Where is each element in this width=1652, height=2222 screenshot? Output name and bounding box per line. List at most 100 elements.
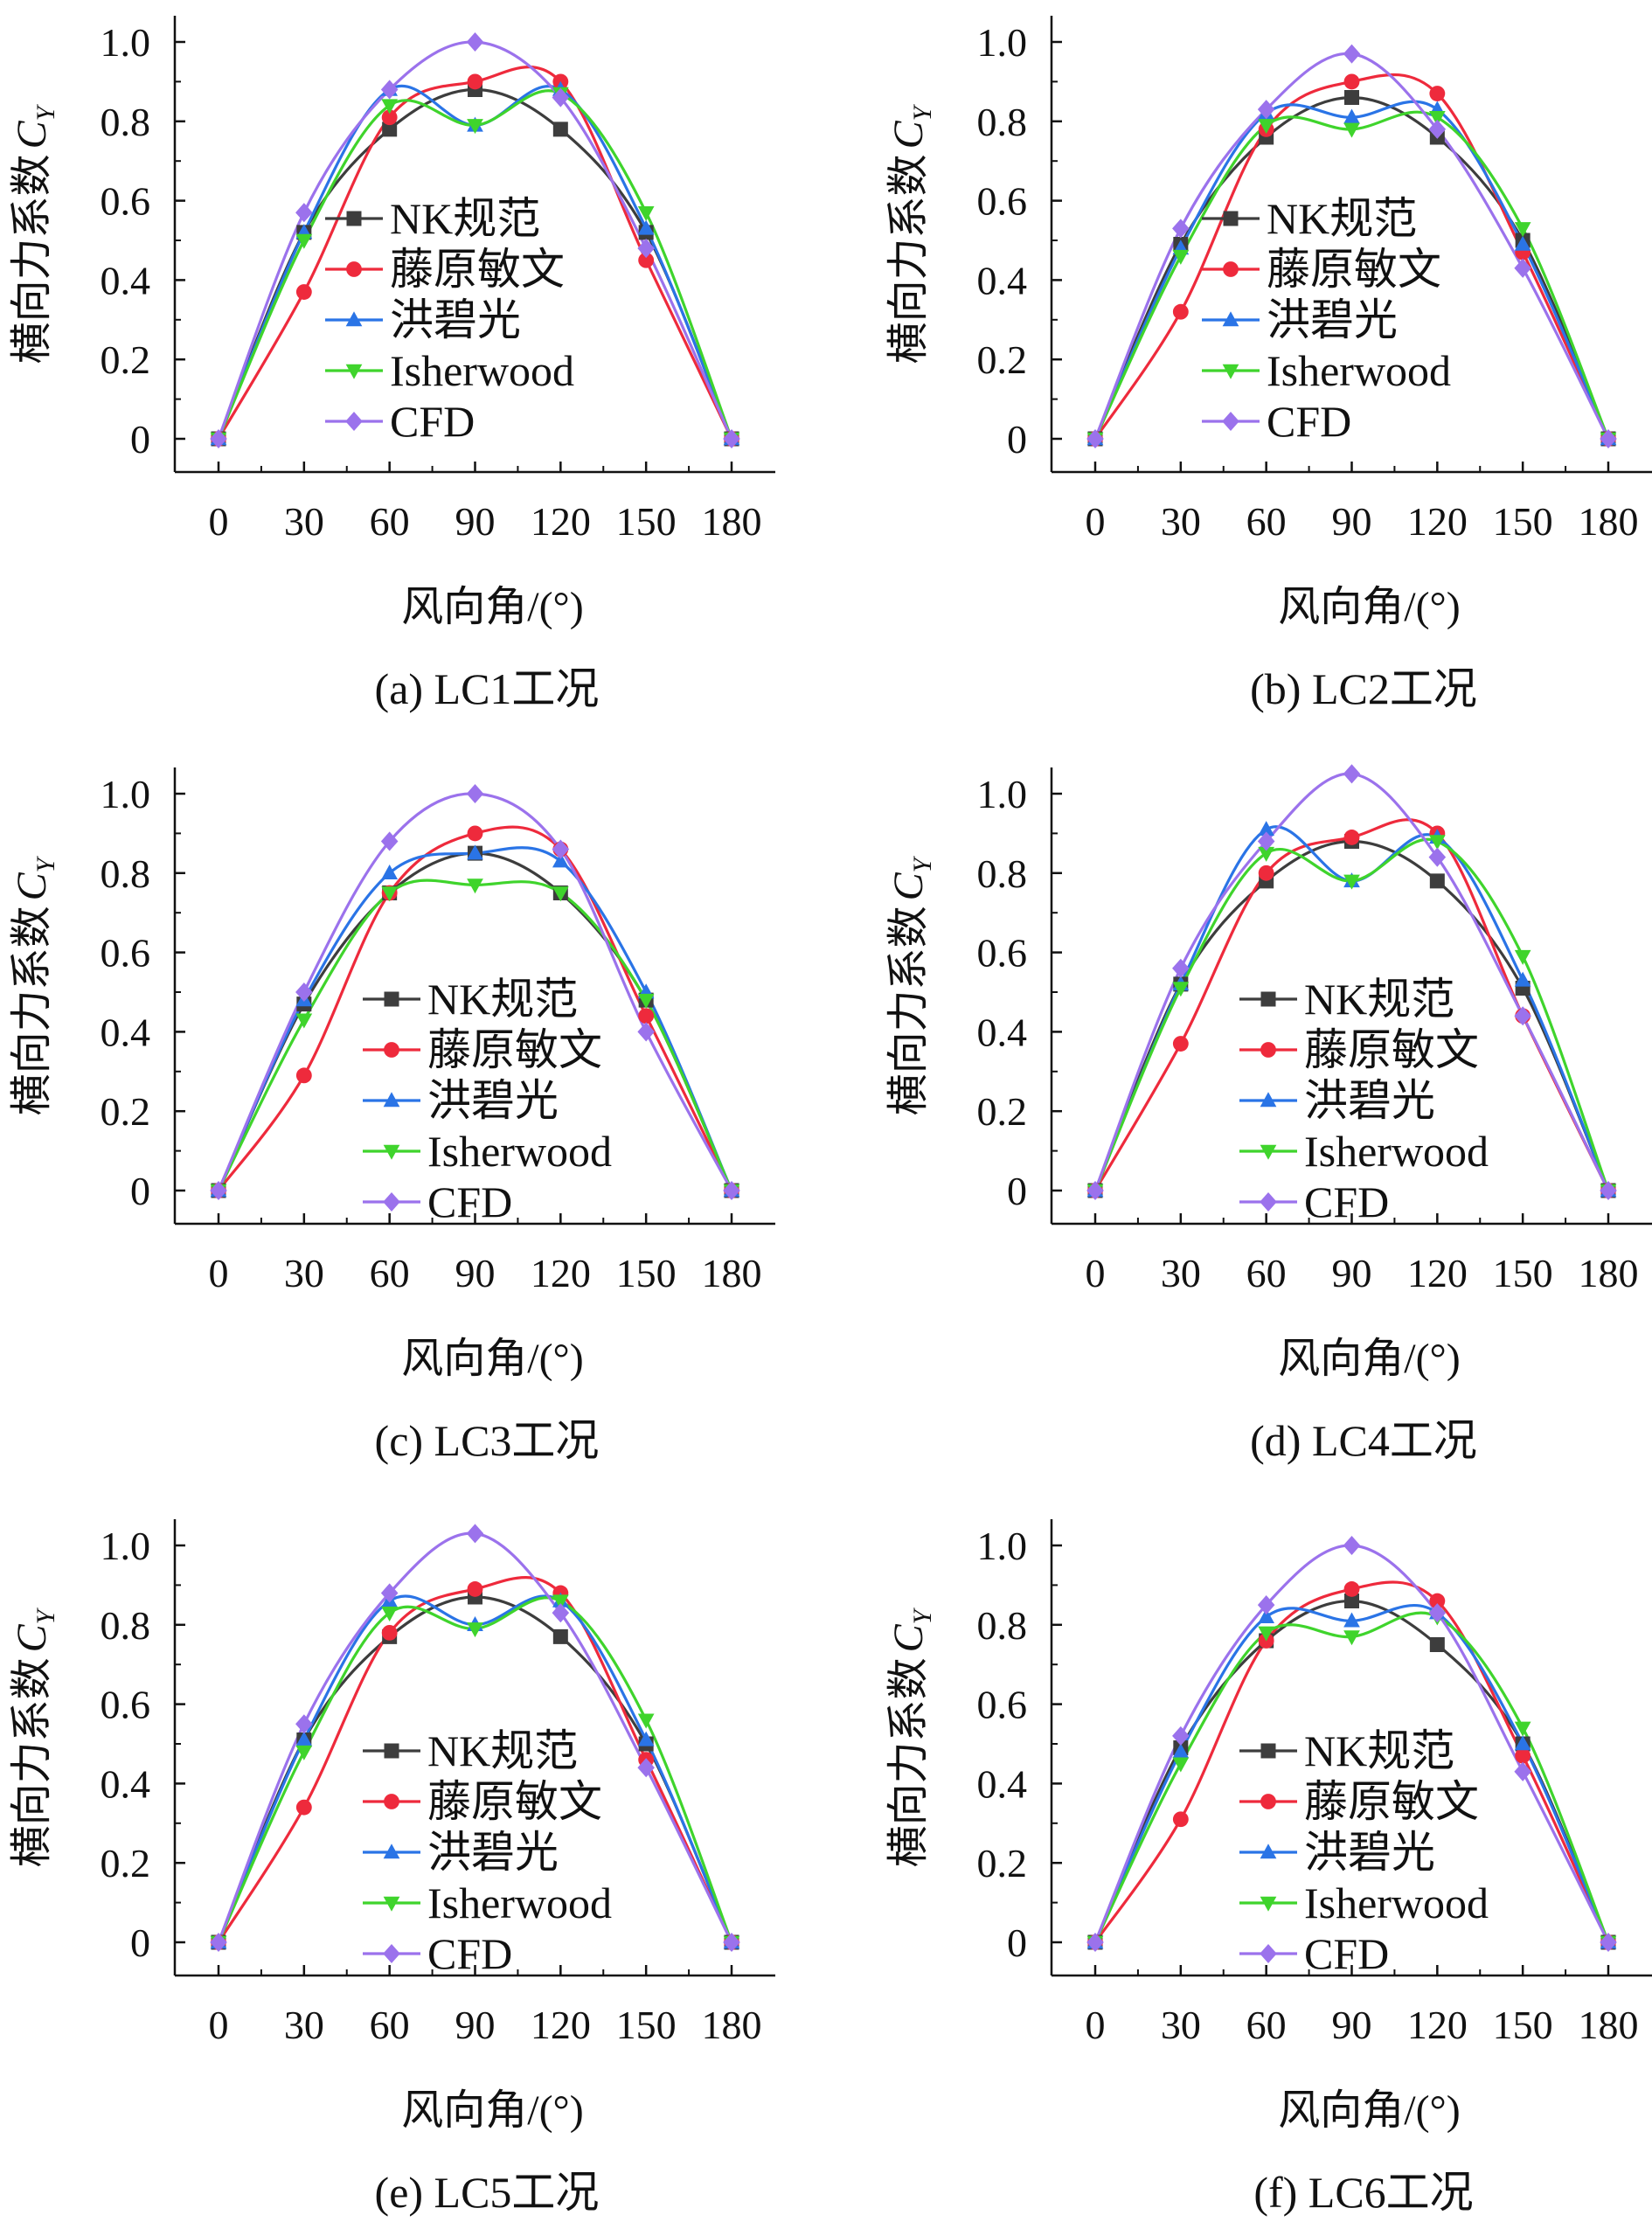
data-point-s3-6 — [637, 1731, 655, 1746]
x-tick-label: 150 — [616, 499, 677, 544]
legend-marker-4 — [1260, 1144, 1277, 1160]
data-point-s4-5 — [552, 1594, 569, 1610]
data-point-s2-2 — [1172, 303, 1189, 320]
legend-marker-3 — [1260, 1844, 1277, 1859]
legend-marker-5 — [1260, 1943, 1277, 1964]
data-point-s4-2 — [1172, 249, 1190, 265]
chart-panel-1: 0 0.2 0.4 0.6 0.8 1.0 0 30 60 90 120 150 180 风向角/(°) 横… — [9, 16, 775, 713]
y-tick-label: 1.0 — [101, 772, 151, 816]
panel-caption: (e) LC5工况 — [375, 2168, 600, 2217]
y-tick-label: 0.4 — [977, 1761, 1028, 1806]
x-tick-label: 120 — [1407, 1251, 1468, 1295]
y-axis-title-symbol: C — [885, 871, 932, 900]
data-point-s5-4 — [466, 31, 484, 52]
legend-label-3: 洪碧光 — [1304, 1076, 1435, 1125]
legend-marker-3 — [345, 311, 363, 327]
y-tick-label: 0.2 — [101, 337, 151, 382]
y-axis-title-subscript: Y — [31, 855, 60, 872]
x-tick-label: 0 — [1086, 1251, 1106, 1295]
y-axis-title-symbol: C — [885, 1623, 932, 1652]
data-point-s4-6 — [1514, 1721, 1531, 1737]
x-tick-label: 60 — [370, 1251, 410, 1295]
data-point-s2-4 — [1343, 1581, 1360, 1597]
y-axis-title-symbol: C — [9, 1623, 55, 1652]
legend-label-2: 藤原敏文 — [1304, 1777, 1479, 1826]
legend-marker-1 — [384, 991, 399, 1007]
y-axis-title: 横向力系数 CY — [885, 1607, 937, 1867]
data-point-s5-5 — [552, 1603, 570, 1623]
y-tick-label: 0.6 — [101, 931, 151, 976]
x-tick-label: 120 — [531, 1251, 591, 1295]
x-tick-label: 90 — [1332, 2003, 1372, 2047]
data-point-s5-2 — [295, 1714, 313, 1734]
legend-marker-2 — [1260, 1042, 1276, 1058]
x-tick-label: 30 — [1161, 1251, 1201, 1295]
data-point-s4-2 — [295, 233, 313, 249]
legend-marker-5 — [383, 1943, 400, 1964]
data-point-s5-5 — [552, 839, 570, 859]
y-tick-label: 0.8 — [977, 1603, 1028, 1648]
data-point-s3-3 — [381, 864, 399, 880]
data-point-s3-3 — [1258, 1607, 1275, 1623]
data-point-s4-4 — [1343, 122, 1360, 138]
legend-marker-4 — [383, 1144, 400, 1160]
legend-label-5: CFD — [427, 1177, 512, 1226]
x-tick-label: 90 — [1332, 499, 1372, 544]
y-tick-label: 0 — [130, 1169, 150, 1213]
y-tick-label: 0.8 — [101, 100, 151, 144]
data-point-s4-2 — [1172, 982, 1190, 997]
legend-label-3: 洪碧光 — [427, 1828, 559, 1877]
legend-label-4: Isherwood — [1267, 346, 1451, 395]
x-tick-label: 180 — [1579, 499, 1639, 544]
series-layer — [1086, 44, 1617, 449]
chart-panel-3: 0 0.2 0.4 0.6 0.8 1.0 0 30 60 90 120 150 180 风向角/(°) 横… — [9, 767, 775, 1465]
data-point-s5-4 — [466, 1524, 484, 1544]
legend-marker-3 — [1260, 1092, 1277, 1108]
y-tick-label: 1.0 — [977, 772, 1028, 816]
x-tick-label: 90 — [1332, 1251, 1372, 1295]
y-axis-title-subscript: Y — [31, 1607, 60, 1624]
data-point-s2-6 — [638, 252, 655, 268]
legend-marker-4 — [1222, 364, 1239, 379]
x-tick-label: 0 — [209, 1251, 229, 1295]
data-point-s4-6 — [637, 205, 655, 221]
y-axis-title-subscript: Y — [908, 103, 937, 121]
y-axis-title-text: 横向力系数 — [9, 906, 55, 1115]
legend-marker-2 — [384, 1794, 399, 1809]
data-point-s1-5 — [552, 122, 568, 137]
data-point-s5-6 — [637, 1022, 655, 1042]
data-point-s4-4 — [1343, 1630, 1360, 1646]
data-point-s5-6 — [637, 239, 655, 259]
x-tick-label: 60 — [370, 2003, 410, 2047]
legend-label-5: CFD — [1304, 1929, 1389, 1978]
data-point-s2-6 — [638, 1008, 655, 1024]
x-tick-label: 90 — [455, 1251, 496, 1295]
x-tick-label: 120 — [1407, 2003, 1468, 2047]
y-tick-label: 0.2 — [977, 1841, 1028, 1885]
legend-label-4: Isherwood — [1304, 1878, 1489, 1927]
legend-marker-5 — [345, 411, 363, 432]
legend-marker-2 — [1223, 261, 1239, 277]
y-axis-title-text: 横向力系数 — [9, 154, 55, 364]
x-tick-label: 60 — [1246, 2003, 1287, 2047]
y-tick-label: 0 — [1007, 1169, 1027, 1213]
y-tick-label: 0.8 — [101, 851, 151, 896]
data-point-s2-4 — [467, 825, 483, 842]
y-tick-label: 0.2 — [101, 1841, 151, 1885]
data-point-s4-3 — [381, 886, 399, 902]
legend-marker-1 — [1223, 211, 1239, 226]
data-point-s5-4 — [1343, 44, 1361, 64]
data-point-s5-6 — [1514, 1006, 1531, 1026]
data-point-s2-2 — [295, 1799, 312, 1816]
data-point-s5-2 — [295, 982, 313, 1003]
data-point-s5-1 — [210, 1180, 227, 1201]
data-point-s4-3 — [1258, 1626, 1275, 1642]
legend-marker-5 — [383, 1191, 400, 1212]
legend-label-1: NK规范 — [1304, 975, 1454, 1024]
data-point-s5-7 — [723, 428, 740, 449]
data-point-s5-1 — [210, 1932, 227, 1953]
data-point-s3-6 — [1514, 235, 1531, 251]
